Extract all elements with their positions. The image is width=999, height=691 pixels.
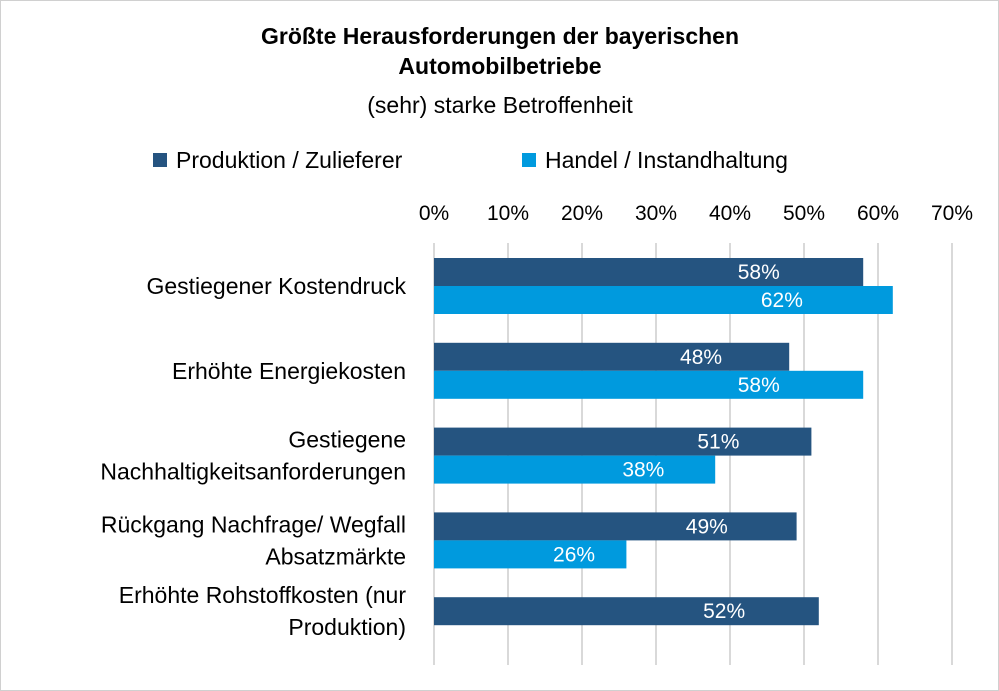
category-label: Rückgang Nachfrage/ Wegfall (101, 511, 406, 537)
category-label: Absatzmärkte (265, 543, 406, 569)
legend-swatch (522, 153, 536, 167)
data-label: 62% (761, 289, 803, 312)
x-tick-label: 60% (857, 202, 899, 225)
data-label: 48% (680, 346, 722, 369)
x-tick-label: 70% (931, 202, 973, 225)
x-tick-label: 0% (419, 202, 449, 225)
chart-title: Größte Herausforderungen der bayerischen (261, 23, 739, 49)
x-tick-label: 40% (709, 202, 751, 225)
category-label: Nachhaltigkeitsanforderungen (100, 459, 406, 485)
category-label: Gestiegene (288, 427, 406, 453)
x-tick-label: 30% (635, 202, 677, 225)
x-tick-label: 20% (561, 202, 603, 225)
x-tick-label: 50% (783, 202, 825, 225)
category-label: Produktion) (288, 614, 406, 640)
data-label: 38% (622, 459, 664, 482)
category-label: Gestiegener Kostendruck (146, 273, 406, 299)
bar (434, 370, 864, 399)
chart-title: Automobilbetriebe (398, 53, 601, 79)
bar (434, 540, 627, 569)
data-label: 58% (738, 374, 780, 397)
chart-subtitle: (sehr) starke Betroffenheit (367, 92, 633, 118)
bar (434, 342, 790, 371)
legend-swatch (153, 153, 167, 167)
data-label: 58% (738, 261, 780, 284)
category-label: Erhöhte Rohstoffkosten (nur (119, 582, 407, 608)
data-label: 26% (553, 543, 595, 566)
data-label: 49% (686, 515, 728, 538)
bar (434, 597, 819, 626)
data-label: 51% (697, 431, 739, 454)
data-label: 52% (703, 600, 745, 623)
bar (434, 427, 812, 456)
x-tick-label: 10% (487, 202, 529, 225)
bar (434, 512, 797, 541)
legend-label: Produktion / Zulieferer (176, 147, 403, 173)
category-label: Erhöhte Energiekosten (172, 358, 406, 384)
bar (434, 258, 864, 286)
bar (434, 455, 716, 484)
bar (434, 286, 893, 314)
legend-label: Handel / Instandhaltung (545, 147, 788, 173)
